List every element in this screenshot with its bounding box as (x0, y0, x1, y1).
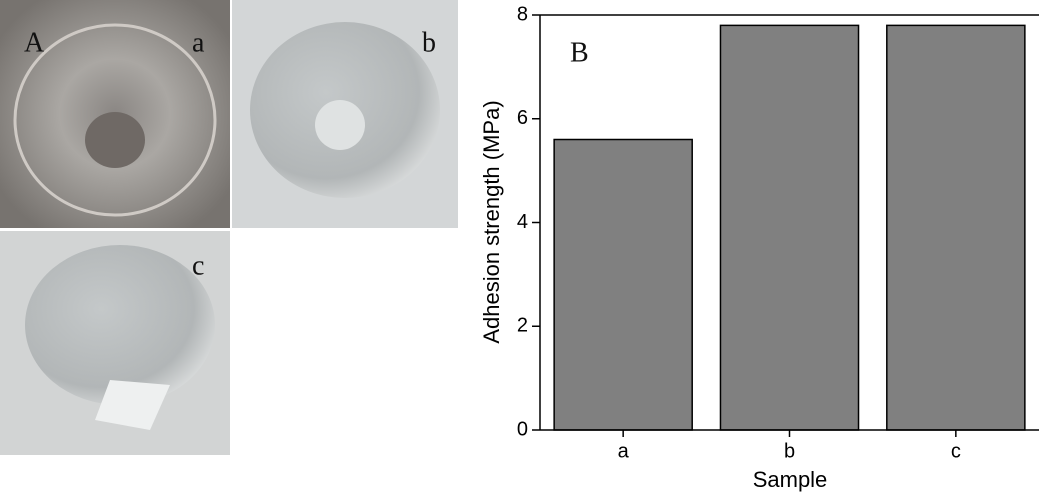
y-tick-label: 0 (517, 418, 528, 440)
x-tick-label: c (951, 440, 961, 462)
bar (719, 24, 860, 431)
x-tick-label: b (784, 440, 795, 462)
bar (553, 138, 693, 431)
y-tick-label: 8 (517, 3, 528, 25)
panel-label: A (24, 27, 45, 58)
y-tick-label: 6 (517, 107, 528, 129)
y-tick-label: 4 (517, 211, 528, 233)
y-tick-label: 2 (517, 315, 528, 337)
y-axis-label: Adhesion strength (MPa) (479, 100, 504, 343)
panel-label: B (570, 37, 589, 68)
x-tick-label: a (618, 440, 630, 462)
bar (886, 24, 1026, 431)
photo-label: b (422, 27, 436, 58)
photo-c (0, 231, 230, 455)
x-axis-label: Sample (753, 467, 828, 492)
photo-a (0, 0, 230, 228)
photo-label: c (192, 250, 204, 281)
photo-label: a (192, 27, 205, 58)
photo-b (232, 0, 458, 228)
